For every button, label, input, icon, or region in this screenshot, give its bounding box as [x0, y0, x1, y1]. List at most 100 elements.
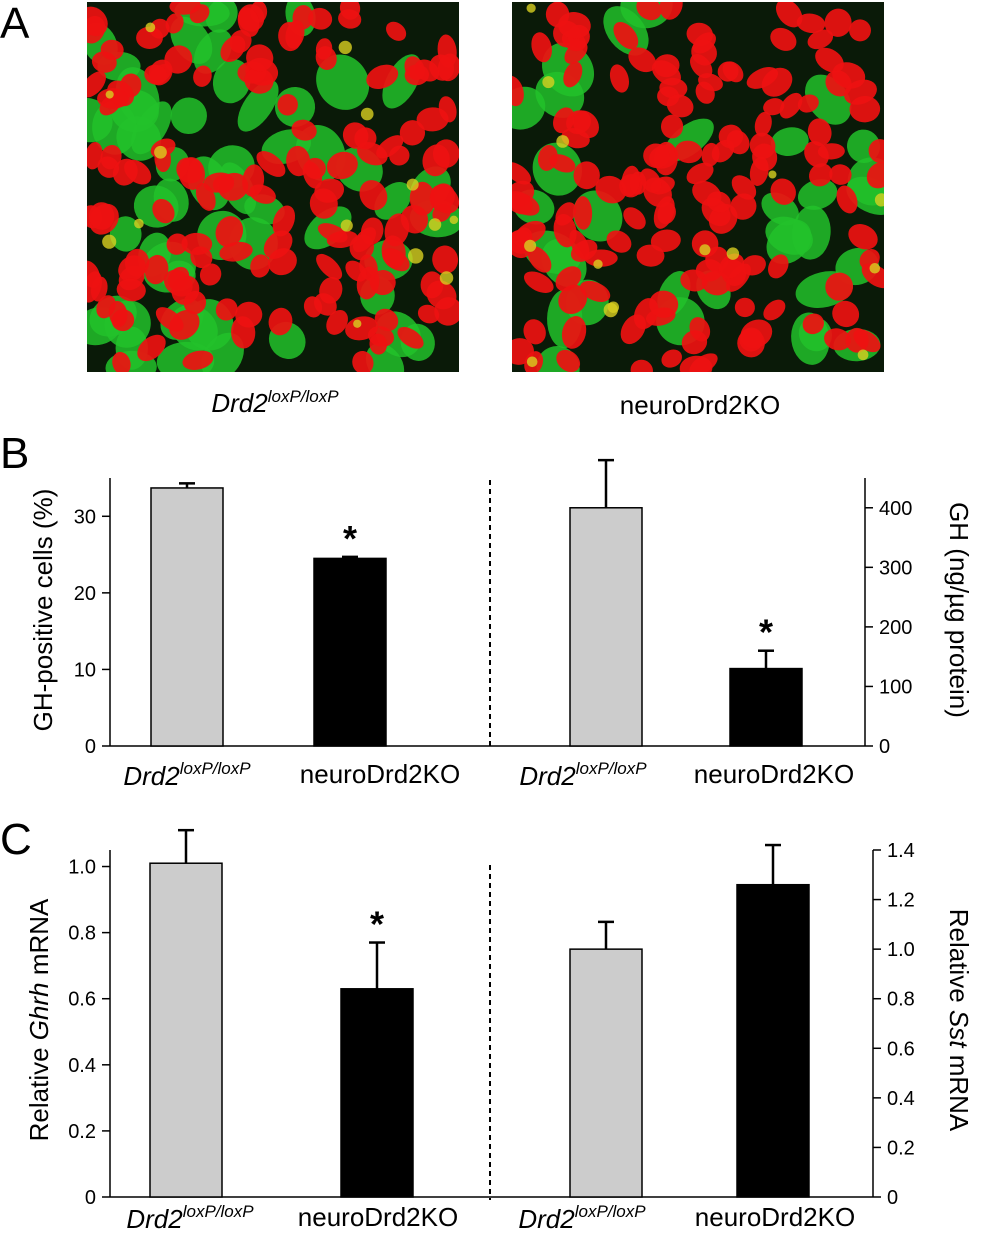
gh-stained-cell [237, 80, 279, 132]
gh-stained-cell [131, 101, 172, 155]
nucleus [717, 61, 739, 82]
nucleus [235, 301, 263, 328]
gh-stained-cell [109, 216, 142, 252]
nucleus [739, 327, 764, 352]
nucleus [112, 158, 138, 186]
caption-main: Drd2 [211, 388, 268, 418]
nucleus [203, 172, 234, 193]
nucleus [432, 139, 459, 168]
y-tick-label: 1.4 [887, 840, 915, 862]
nucleus [512, 75, 524, 107]
colocalized-spot [407, 248, 424, 264]
nucleus [87, 271, 103, 303]
x-label-knockout: neuroDrd2KO [695, 1202, 855, 1232]
y-axis-label-left: GH-positive cells (%) [28, 489, 58, 732]
nucleus [553, 107, 575, 134]
bar [340, 988, 414, 1198]
bar [569, 507, 643, 747]
panel-label-a: A [0, 0, 30, 48]
nucleus [432, 245, 459, 274]
micrograph-caption-control: Drd2loxP/loxP [160, 388, 390, 416]
nucleus [183, 290, 207, 315]
y-tick-label: 0.2 [887, 1137, 915, 1159]
nucleus [163, 269, 193, 297]
nucleus [849, 95, 881, 123]
nucleus [316, 253, 343, 280]
nucleus [182, 350, 214, 370]
colocalized-spot [768, 170, 777, 179]
gh-stained-cell [512, 86, 546, 130]
significance-marker: * [343, 518, 357, 559]
nucleus [768, 254, 789, 279]
nucleus [650, 229, 681, 252]
nucleus [595, 175, 627, 204]
nucleus [558, 11, 591, 39]
colocalized-spot [449, 215, 459, 225]
y-tick-label: 0.8 [887, 989, 915, 1011]
y-tick-label: 0.4 [887, 1088, 915, 1110]
nucleus [315, 38, 333, 60]
nucleus [152, 198, 175, 224]
x-label-control: Drd2loxP/loxP [518, 1202, 646, 1234]
y-tick-label: 300 [879, 557, 912, 579]
nucleus [866, 162, 884, 189]
nucleus [653, 54, 680, 78]
nucleus [112, 351, 131, 372]
nucleus [195, 182, 216, 211]
nucleus [397, 326, 424, 349]
gh-stained-cell [797, 179, 838, 210]
nucleus [628, 47, 657, 73]
y-tick-label: 200 [879, 617, 912, 639]
nucleus [291, 119, 317, 141]
nucleus [144, 254, 169, 285]
nucleus [796, 13, 826, 34]
nucleus [215, 298, 238, 321]
nucleus [359, 180, 388, 211]
nucleus [285, 20, 305, 49]
nucleus [556, 349, 581, 372]
gh-stained-cell [205, 2, 238, 33]
nucleus [649, 290, 679, 318]
colocalized-spot [524, 239, 537, 252]
panel-label-c: C [0, 815, 32, 864]
bar [313, 557, 387, 747]
colocalized-spot [556, 135, 570, 148]
nucleus [797, 94, 819, 113]
nucleus [256, 151, 286, 177]
nucleus [169, 2, 201, 15]
nucleus [809, 163, 833, 187]
nucleus [829, 164, 852, 185]
nucleus [770, 178, 796, 205]
y-tick-label: 1.0 [887, 939, 915, 961]
nucleus [399, 120, 426, 146]
nucleus [555, 202, 576, 226]
nucleus [770, 27, 797, 51]
nucleus [409, 181, 436, 216]
colocalized-spot [869, 263, 881, 274]
nucleus [319, 276, 343, 304]
colocalized-spot [102, 234, 117, 249]
nucleus [220, 35, 246, 63]
nucleus [286, 145, 311, 177]
nucleus [845, 327, 869, 353]
nucleus [802, 313, 825, 335]
bar [736, 883, 810, 1198]
nucleus [430, 184, 459, 214]
nucleus [250, 254, 271, 278]
nucleus [563, 61, 583, 88]
nucleus [573, 196, 593, 230]
nucleus [746, 67, 779, 89]
nucleus [527, 246, 552, 273]
nucleus [87, 141, 103, 170]
nucleus [369, 333, 388, 355]
gh-stained-cell [170, 97, 207, 135]
nucleus [606, 230, 632, 253]
colocalized-spot [526, 3, 536, 13]
nucleus [118, 255, 146, 282]
nucleus [561, 316, 587, 349]
nucleus [87, 6, 108, 37]
nucleus [87, 71, 106, 98]
gh-stained-cell [193, 29, 233, 74]
y-axis-label-left: Relative Ghrh mRNA [24, 898, 54, 1141]
nucleus [807, 118, 832, 147]
